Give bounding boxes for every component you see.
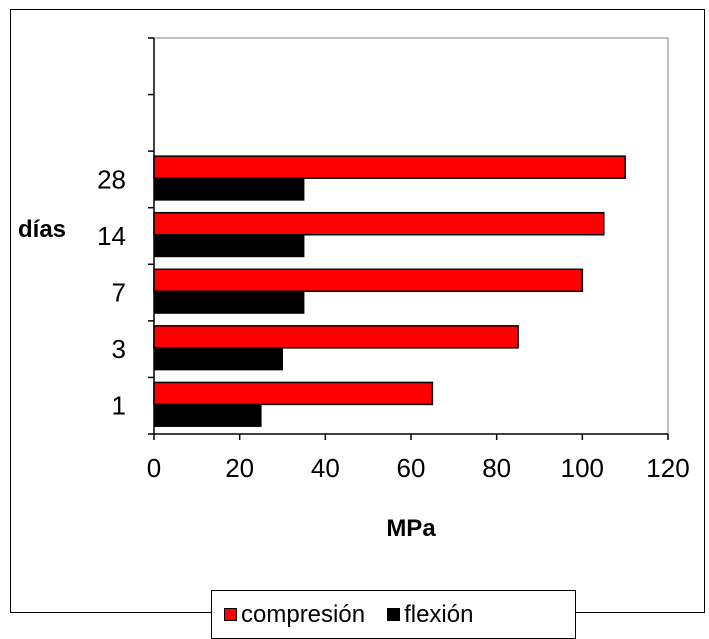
bar-flexion (153, 347, 283, 371)
legend-entry: flexión (387, 601, 473, 629)
legend: compresión flexión (211, 590, 576, 639)
y-tick-label: 14 (97, 221, 126, 251)
bar-compresion (153, 211, 605, 236)
legend-entry: compresión (224, 601, 365, 629)
legend-label: flexión (404, 600, 474, 628)
plot-area: 0 20 40 60 80 100 120 1 3 7 14 28 (97, 37, 690, 483)
x-tick-label: 100 (561, 453, 604, 483)
x-axis-title: MPa (386, 515, 436, 542)
y-tick-label: 28 (97, 164, 126, 194)
bar-compresion (153, 155, 626, 179)
x-tick-label: 40 (311, 453, 340, 483)
chart-frame (10, 9, 705, 613)
x-tick-label: 120 (646, 453, 689, 483)
legend-label: compresión (241, 600, 366, 628)
x-tick-label: 20 (225, 453, 254, 483)
bar-flexion (153, 403, 262, 427)
legend-swatch (387, 608, 401, 621)
y-tick-label: 3 (112, 334, 126, 364)
bar-chart: 0 20 40 60 80 100 120 1 3 7 14 28 MPa días (18, 37, 690, 542)
bar-flexion (153, 177, 305, 201)
bar-compresion (153, 268, 584, 293)
bar-compresion (153, 381, 434, 406)
y-axis-title: días (18, 216, 66, 243)
y-tick-label: 1 (112, 391, 126, 421)
bar-compresion (153, 325, 519, 349)
x-tick-label: 60 (397, 453, 426, 483)
x-tick-label: 80 (482, 453, 511, 483)
x-tick-label: 0 (147, 453, 161, 483)
bar-flexion (153, 234, 305, 258)
y-tick-label: 7 (112, 278, 126, 308)
legend-swatch (224, 608, 237, 621)
bar-flexion (153, 290, 305, 314)
